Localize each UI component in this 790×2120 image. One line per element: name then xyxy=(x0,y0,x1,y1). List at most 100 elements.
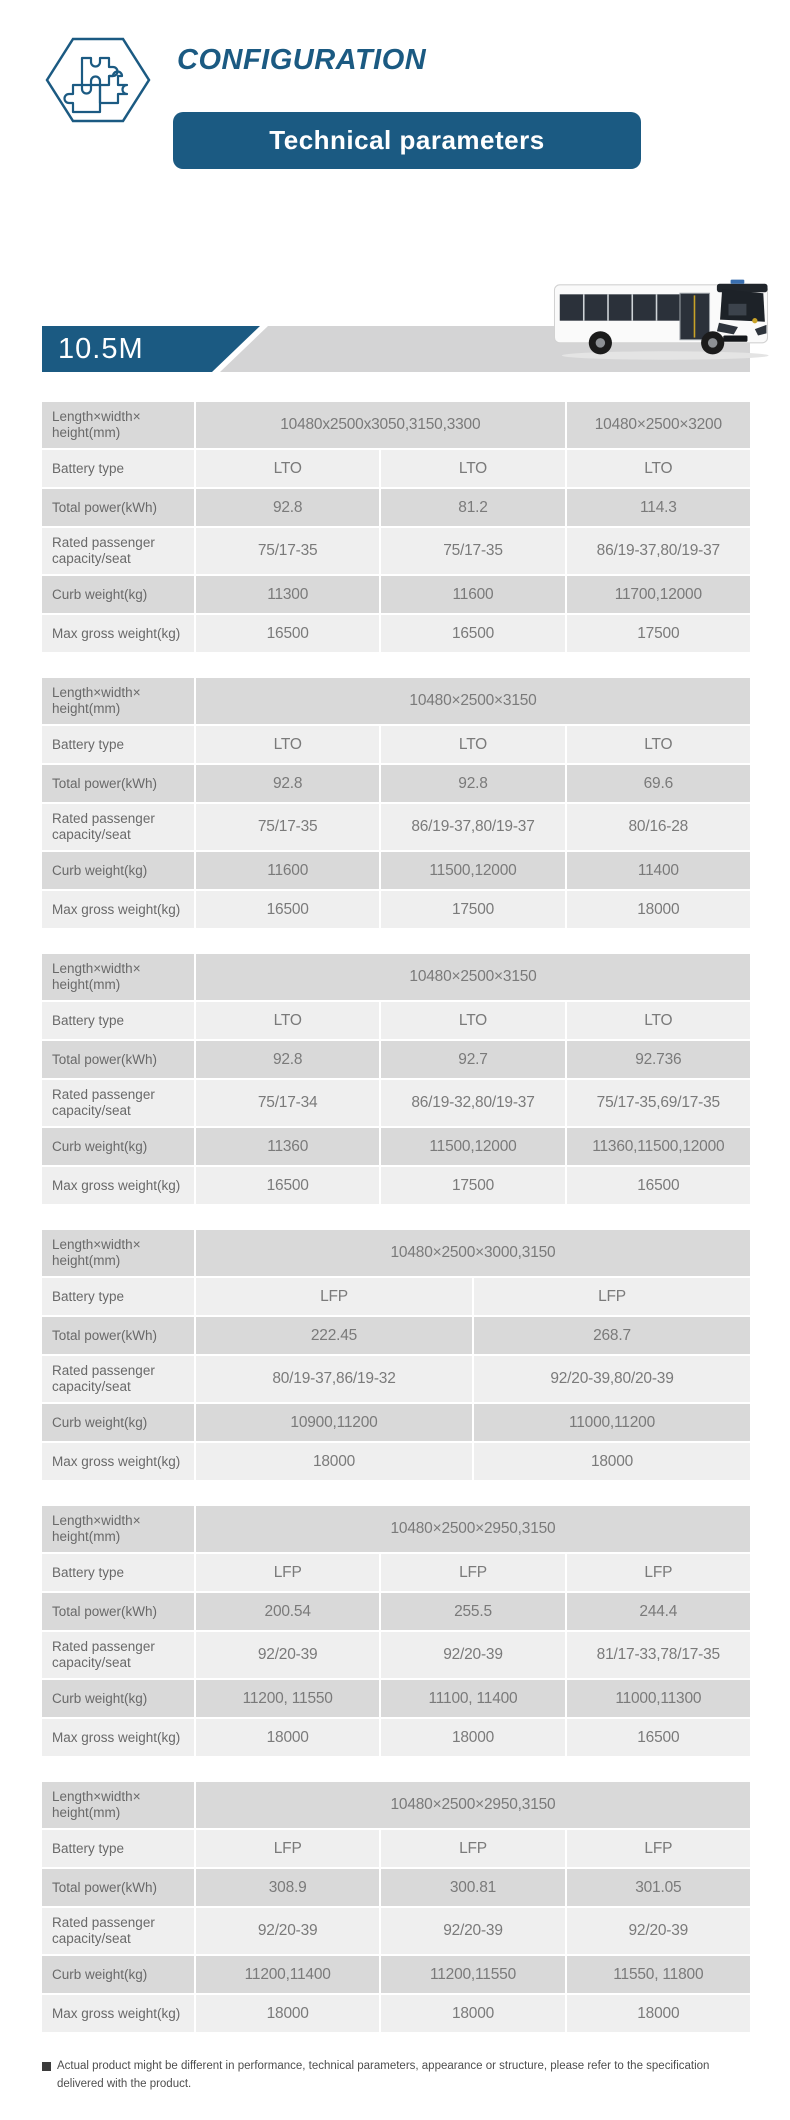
spec-value-cell: 11400 xyxy=(566,852,750,889)
spec-row-label: Max gross weight(kg) xyxy=(42,891,194,928)
spec-value-cell: LFP xyxy=(566,1830,750,1867)
spec-value-cell: LTO xyxy=(566,1002,750,1039)
puzzle-hexagon-icon xyxy=(45,37,151,123)
spec-value-cell: 18000 xyxy=(381,1995,565,2032)
footnote: Actual product might be different in per… xyxy=(42,2058,750,2094)
spec-row-label: Rated passenger capacity/seat xyxy=(42,528,194,574)
spec-row-label: Battery type xyxy=(42,1002,194,1039)
spec-row-label: Battery type xyxy=(42,726,194,763)
spec-value-cell: LFP xyxy=(381,1830,565,1867)
spec-table: Length×width× height(mm) 10480x2500x3050,… xyxy=(42,402,750,652)
note-bullet-icon xyxy=(42,2062,51,2071)
spec-value-cell: LTO xyxy=(196,450,380,487)
spec-value-cell: 222.45 xyxy=(196,1317,472,1354)
spec-value-cell: 18000 xyxy=(381,1719,565,1756)
spec-value-cell: 92/20-39 xyxy=(381,1908,565,1954)
spec-row-label: Length×width× height(mm) xyxy=(42,954,194,1000)
page-title: CONFIGURATION xyxy=(177,44,427,76)
spec-row-label: Rated passenger capacity/seat xyxy=(42,1632,194,1678)
spec-value-cell: 10480x2500x3050,3150,3300 xyxy=(196,402,565,448)
spec-value-cell: 86/19-32,80/19-37 xyxy=(381,1080,565,1126)
spec-value-cell: 16500 xyxy=(196,615,380,652)
spec-value-cell: 75/17-35 xyxy=(196,528,380,574)
spec-value-cell: 17500 xyxy=(566,615,750,652)
spec-value-cell: LTO xyxy=(196,1002,380,1039)
spec-row-label: Length×width× height(mm) xyxy=(42,678,194,724)
spec-value-cell: 16500 xyxy=(566,1167,750,1204)
spec-value-cell: LFP xyxy=(196,1278,472,1315)
spec-row-label: Length×width× height(mm) xyxy=(42,1230,194,1276)
spec-row-label: Curb weight(kg) xyxy=(42,1128,194,1165)
spec-value-cell: 16500 xyxy=(196,1167,380,1204)
spec-value-cell: 11360,11500,12000 xyxy=(566,1128,750,1165)
spec-value-cell: LTO xyxy=(566,726,750,763)
spec-row-label: Total power(kWh) xyxy=(42,1041,194,1078)
spec-value-cell: 301.05 xyxy=(566,1869,750,1906)
spec-value-cell: 75/17-35 xyxy=(381,528,565,574)
spec-value-cell: 11000,11300 xyxy=(566,1680,750,1717)
spec-table: Length×width× height(mm) 10480×2500×3000,… xyxy=(42,1230,750,1480)
spec-value-cell: 11200, 11550 xyxy=(196,1680,380,1717)
spec-value-cell: 92/20-39,80/20-39 xyxy=(474,1356,750,1402)
bus-image xyxy=(553,279,769,360)
spec-row-label: Max gross weight(kg) xyxy=(42,1719,194,1756)
spec-value-cell: 16500 xyxy=(196,891,380,928)
spec-value-cell: 10480×2500×2950,3150 xyxy=(196,1506,750,1552)
spec-row-label: Rated passenger capacity/seat xyxy=(42,1356,194,1402)
spec-value-cell: 17500 xyxy=(381,891,565,928)
spec-row-label: Battery type xyxy=(42,1554,194,1591)
spec-value-cell: 16500 xyxy=(566,1719,750,1756)
spec-value-cell: 75/17-34 xyxy=(196,1080,380,1126)
spec-value-cell: 18000 xyxy=(196,1719,380,1756)
spec-value-cell: LTO xyxy=(381,1002,565,1039)
spec-value-cell: 92/20-39 xyxy=(381,1632,565,1678)
spec-value-cell: 11200,11400 xyxy=(196,1956,380,1993)
spec-row-label: Max gross weight(kg) xyxy=(42,1167,194,1204)
section-banner: Technical parameters xyxy=(173,112,641,169)
spec-value-cell: 244.4 xyxy=(566,1593,750,1630)
spec-value-cell: 268.7 xyxy=(474,1317,750,1354)
spec-value-cell: 10480×2500×3150 xyxy=(196,954,750,1000)
spec-value-cell: 10480×2500×3200 xyxy=(566,402,750,448)
spec-value-cell: 92.736 xyxy=(566,1041,750,1078)
spec-row-label: Curb weight(kg) xyxy=(42,1404,194,1441)
spec-value-cell: 92/20-39 xyxy=(566,1908,750,1954)
spec-value-cell: LFP xyxy=(474,1278,750,1315)
spec-value-cell: 92.8 xyxy=(381,765,565,802)
spec-value-cell: 11000,11200 xyxy=(474,1404,750,1441)
spec-row-label: Max gross weight(kg) xyxy=(42,1443,194,1480)
spec-value-cell: LFP xyxy=(381,1554,565,1591)
spec-row-label: Battery type xyxy=(42,1278,194,1315)
spec-table: Length×width× height(mm) 10480×2500×3150 B… xyxy=(42,954,750,1204)
spec-value-cell: 92/20-39 xyxy=(196,1632,380,1678)
spec-row-label: Length×width× height(mm) xyxy=(42,402,194,448)
spec-row-label: Total power(kWh) xyxy=(42,489,194,526)
spec-value-cell: 11550, 11800 xyxy=(566,1956,750,1993)
spec-value-cell: 11600 xyxy=(196,852,380,889)
spec-row-label: Total power(kWh) xyxy=(42,765,194,802)
spec-value-cell: 92/20-39 xyxy=(196,1908,380,1954)
spec-value-cell: 11500,12000 xyxy=(381,852,565,889)
spec-value-cell: LTO xyxy=(381,726,565,763)
spec-value-cell: 80/16-28 xyxy=(566,804,750,850)
spec-row-label: Length×width× height(mm) xyxy=(42,1506,194,1552)
spec-value-cell: 114.3 xyxy=(566,489,750,526)
spec-value-cell: LFP xyxy=(196,1554,380,1591)
spec-value-cell: 11360 xyxy=(196,1128,380,1165)
spec-row-label: Rated passenger capacity/seat xyxy=(42,804,194,850)
spec-value-cell: LFP xyxy=(196,1830,380,1867)
spec-value-cell: 18000 xyxy=(566,891,750,928)
spec-value-cell: 10480×2500×3000,3150 xyxy=(196,1230,750,1276)
model-label: 10.5M xyxy=(58,332,144,365)
spec-value-cell: 81/17-33,78/17-35 xyxy=(566,1632,750,1678)
spec-row-label: Rated passenger capacity/seat xyxy=(42,1908,194,1954)
spec-value-cell: 75/17-35 xyxy=(196,804,380,850)
spec-value-cell: 92.8 xyxy=(196,489,380,526)
spec-value-cell: 92.8 xyxy=(196,765,380,802)
spec-row-label: Max gross weight(kg) xyxy=(42,615,194,652)
spec-row-label: Total power(kWh) xyxy=(42,1593,194,1630)
spec-value-cell: 308.9 xyxy=(196,1869,380,1906)
spec-value-cell: 11700,12000 xyxy=(566,576,750,613)
spec-value-cell: 86/19-37,80/19-37 xyxy=(381,804,565,850)
